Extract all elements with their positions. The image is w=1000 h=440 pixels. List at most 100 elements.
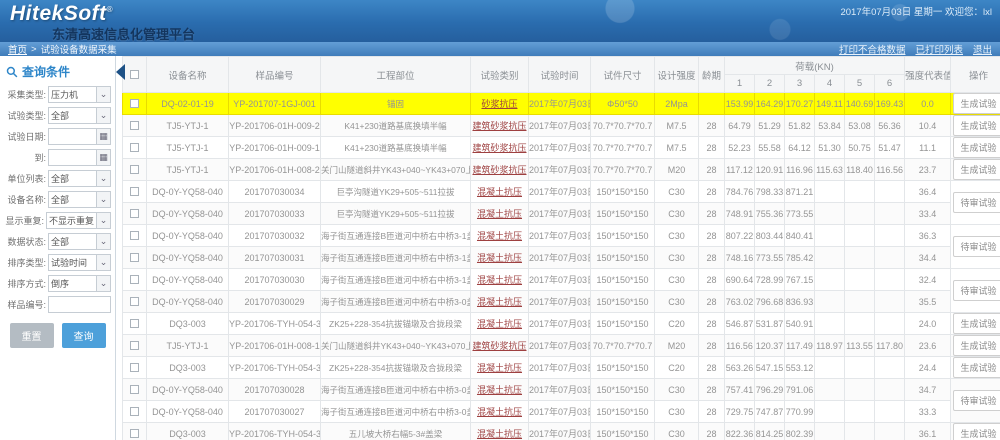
chevron-down-icon[interactable]: ⌄ <box>96 255 110 270</box>
pending-review-button[interactable]: 待审试验 <box>952 236 1000 257</box>
test-category-link[interactable]: 混凝土抗压 <box>476 209 522 219</box>
row-checkbox-cell <box>122 312 147 335</box>
unit-list-select[interactable]: 全部 ⌄ <box>48 170 111 187</box>
chevron-down-icon[interactable]: ⌄ <box>96 192 110 207</box>
test-category-link[interactable]: 混凝土抗压 <box>476 319 522 329</box>
specimen-size-cell: 150*150*150 <box>590 202 655 225</box>
collect-type-select[interactable]: 压力机 ⌄ <box>48 86 111 103</box>
chevron-down-icon[interactable]: ⌄ <box>96 276 110 291</box>
calendar-icon[interactable]: ▦ <box>96 150 110 165</box>
load-5-cell: 118.40 <box>844 158 875 181</box>
sample-no-input[interactable] <box>48 296 111 313</box>
test-category-link[interactable]: 混凝土抗压 <box>476 429 522 439</box>
row-checkbox[interactable] <box>130 319 139 328</box>
row-checkbox[interactable] <box>130 209 139 218</box>
test-category-link[interactable]: 混凝土抗压 <box>476 297 522 307</box>
test-category-link[interactable]: 建筑砂浆抗压 <box>472 165 527 175</box>
print-unqualified-link[interactable]: 打印不合格数据 <box>838 45 906 56</box>
show-duplicate-select[interactable]: 不显示重复 ⌄ <box>45 212 111 229</box>
pending-review-button[interactable]: 待审试验 <box>952 280 1000 301</box>
col-size: 试件尺寸 <box>590 56 655 93</box>
generate-test-button[interactable]: 生成试验 <box>952 115 1000 136</box>
calendar-icon[interactable]: ▦ <box>96 129 110 144</box>
test-category-link[interactable]: 混凝土抗压 <box>476 231 522 241</box>
age-cell: 28 <box>698 202 725 225</box>
sort-order-select[interactable]: 倒序 ⌄ <box>48 275 111 292</box>
row-checkbox[interactable] <box>130 187 139 196</box>
chevron-down-icon[interactable]: ⌄ <box>96 171 110 186</box>
row-checkbox[interactable] <box>130 429 139 438</box>
date-to-input[interactable]: ▦ <box>48 149 111 166</box>
sample-no-cell: 201707030034 <box>228 180 321 203</box>
select-all-checkbox[interactable] <box>130 70 139 79</box>
row-checkbox[interactable] <box>130 385 139 394</box>
generate-test-button[interactable]: 生成试验 <box>952 93 1000 114</box>
row-checkbox[interactable] <box>130 341 139 350</box>
action-cell: 待审试验 <box>950 268 1000 313</box>
sidebar-collapse-arrow-icon[interactable] <box>116 64 125 80</box>
row-checkbox[interactable] <box>130 253 139 262</box>
row-checkbox[interactable] <box>130 275 139 284</box>
row-checkbox-cell <box>122 290 147 313</box>
strength-rep-value-cell: 33.4 <box>904 202 952 225</box>
load-6-cell <box>873 246 906 269</box>
test-category-link[interactable]: 混凝土抗压 <box>476 385 522 395</box>
row-checkbox[interactable] <box>130 165 139 174</box>
test-category-link[interactable]: 建筑砂浆抗压 <box>472 143 527 153</box>
printed-list-link[interactable]: 已打印列表 <box>915 45 963 56</box>
breadcrumb-home-link[interactable]: 首页 <box>8 45 28 56</box>
test-type-select[interactable]: 全部 ⌄ <box>48 107 111 124</box>
generate-test-button[interactable]: 生成试验 <box>952 357 1000 378</box>
test-category-cell: 混凝土抗压 <box>470 312 529 335</box>
data-status-select[interactable]: 全部 ⌄ <box>48 233 111 250</box>
load-2-cell: 796.68 <box>754 290 785 313</box>
test-category-link[interactable]: 建筑砂浆抗压 <box>472 341 527 351</box>
row-checkbox[interactable] <box>130 231 139 240</box>
test-date-input[interactable]: ▦ <box>48 128 111 145</box>
action-cell: 生成试验 <box>950 136 1000 159</box>
col-action: 操作 <box>950 56 1000 93</box>
chevron-down-icon[interactable]: ⌄ <box>96 234 110 249</box>
test-category-link[interactable]: 砂浆抗压 <box>481 99 518 109</box>
test-category-link[interactable]: 混凝土抗压 <box>476 407 522 417</box>
platform-subtitle: 东清高速信息化管理平台 <box>52 27 196 42</box>
row-checkbox[interactable] <box>130 297 139 306</box>
project-location-cell: 海子街互通连接B匝道河中桥右中桥3-1盖梁 <box>320 268 471 291</box>
row-checkbox[interactable] <box>130 363 139 372</box>
test-category-cell: 混凝土抗压 <box>470 268 529 291</box>
col-loads-group: 荷载(KN) <box>723 56 906 75</box>
chevron-down-icon[interactable]: ⌄ <box>96 87 110 102</box>
pending-review-button[interactable]: 待审试验 <box>952 390 1000 411</box>
generate-test-button[interactable]: 生成试验 <box>952 423 1000 440</box>
sidebar-buttons: 重置 查询 <box>4 323 111 348</box>
pending-review-button[interactable]: 待审试验 <box>952 192 1000 213</box>
sample-no-cell: 201707030029 <box>228 290 321 313</box>
test-category-link[interactable]: 混凝土抗压 <box>476 275 522 285</box>
test-category-link[interactable]: 混凝土抗压 <box>476 253 522 263</box>
test-category-link[interactable]: 混凝土抗压 <box>476 363 522 373</box>
search-button[interactable]: 查询 <box>61 323 106 348</box>
test-category-link[interactable]: 混凝土抗压 <box>476 187 522 197</box>
generate-test-button[interactable]: 生成试验 <box>952 137 1000 158</box>
load-1-cell: 784.76 <box>724 180 755 203</box>
row-checkbox[interactable] <box>130 143 139 152</box>
generate-test-button[interactable]: 生成试验 <box>952 159 1000 180</box>
generate-test-button[interactable]: 生成试验 <box>952 335 1000 356</box>
chevron-down-icon[interactable]: ⌄ <box>96 108 110 123</box>
reset-button[interactable]: 重置 <box>9 323 54 348</box>
sort-type-select[interactable]: 试验时间 ⌄ <box>48 254 111 271</box>
row-checkbox[interactable] <box>130 407 139 416</box>
test-category-cell: 砂浆抗压 <box>470 92 529 115</box>
generate-test-button[interactable]: 生成试验 <box>952 313 1000 334</box>
device-name-select[interactable]: 全部 ⌄ <box>48 191 111 208</box>
chevron-down-icon[interactable]: ⌄ <box>96 213 110 228</box>
row-checkbox[interactable] <box>130 121 139 130</box>
test-category-link[interactable]: 建筑砂浆抗压 <box>472 121 527 131</box>
row-checkbox[interactable] <box>130 99 139 108</box>
row-checkbox-cell <box>122 334 147 357</box>
sample-no-cell: YP-201706-01H-009-2 <box>228 114 321 137</box>
sample-no-cell: 201707030031 <box>228 246 321 269</box>
load-2-cell: 51.29 <box>754 114 785 137</box>
logout-link[interactable]: 退出 <box>972 45 992 56</box>
test-category-cell: 建筑砂浆抗压 <box>470 334 529 357</box>
